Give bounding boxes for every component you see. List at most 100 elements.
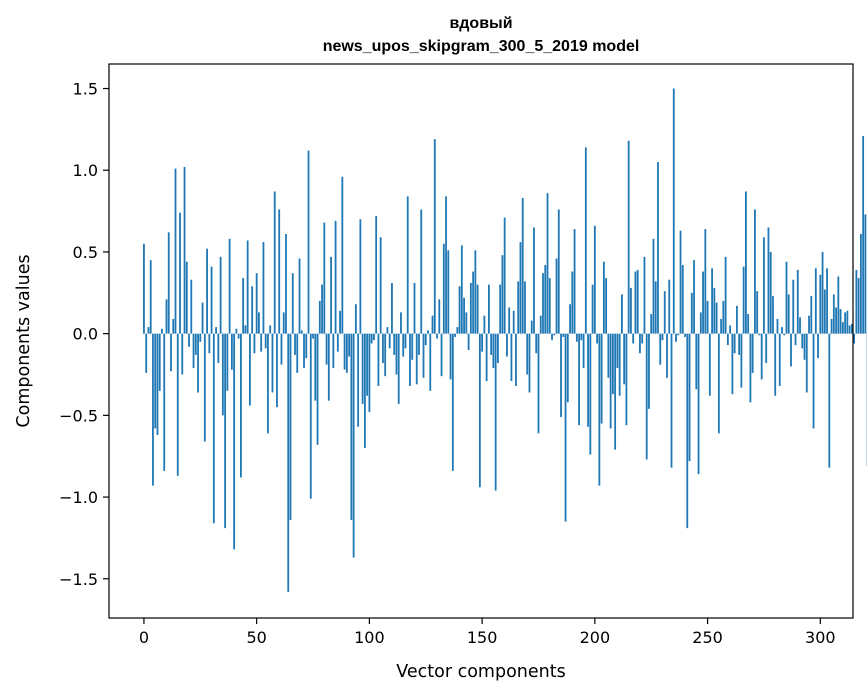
bar xyxy=(219,256,222,334)
bar xyxy=(440,333,443,377)
bar xyxy=(451,333,454,471)
bar xyxy=(787,294,790,334)
bar xyxy=(745,191,747,334)
y-tick-label: 0.5 xyxy=(73,243,98,262)
bar xyxy=(244,325,247,334)
y-axis-ticks: −1.5 −1.0 −0.5 0.0 0.5 1.0 1.5 xyxy=(59,80,109,589)
bar xyxy=(566,333,569,403)
bar xyxy=(147,327,150,334)
bar xyxy=(503,217,506,334)
bar xyxy=(411,333,414,360)
bar xyxy=(154,333,157,429)
bar xyxy=(208,333,211,354)
bar xyxy=(350,333,353,520)
bar xyxy=(611,333,614,395)
bar xyxy=(156,333,159,435)
bar xyxy=(751,333,754,373)
bar xyxy=(724,256,727,334)
bar xyxy=(379,237,382,334)
bar xyxy=(713,287,716,334)
bar xyxy=(747,314,750,334)
bar xyxy=(172,318,175,334)
bar xyxy=(174,168,177,334)
bar xyxy=(413,282,416,334)
bar xyxy=(305,333,308,359)
bar xyxy=(391,282,393,334)
bar xyxy=(591,284,594,334)
bar xyxy=(521,198,524,334)
bar xyxy=(555,258,558,334)
bar xyxy=(652,238,655,334)
bar xyxy=(321,284,323,334)
bar xyxy=(805,333,808,393)
bar xyxy=(402,333,405,357)
bar xyxy=(309,333,312,499)
bar xyxy=(575,333,578,342)
bar xyxy=(497,333,499,364)
bar xyxy=(361,333,364,404)
bar xyxy=(817,333,819,359)
bar xyxy=(375,215,378,334)
bar xyxy=(781,327,783,334)
bar xyxy=(366,333,369,396)
bar xyxy=(688,333,691,462)
bar xyxy=(663,291,666,334)
bar xyxy=(742,266,745,334)
bar xyxy=(776,318,779,334)
bar xyxy=(726,333,729,346)
bar xyxy=(702,271,704,334)
bar xyxy=(149,260,152,334)
bar xyxy=(377,333,380,386)
bar xyxy=(163,333,166,471)
bar xyxy=(271,333,274,393)
bar xyxy=(715,302,718,334)
bar xyxy=(197,333,199,393)
x-axis-ticks: 0 50 100 150 200 250 300 xyxy=(139,618,836,647)
bar xyxy=(246,240,249,334)
bar xyxy=(756,291,759,334)
bar xyxy=(526,333,529,375)
bar xyxy=(706,300,709,334)
bar xyxy=(393,333,396,355)
bar xyxy=(226,333,229,391)
bar xyxy=(510,333,513,382)
bar xyxy=(239,333,242,478)
bar xyxy=(740,333,743,388)
bar xyxy=(433,139,436,334)
bar xyxy=(609,333,612,429)
y-axis-label: Components values xyxy=(14,254,34,427)
bar xyxy=(738,333,741,355)
bar xyxy=(303,333,305,368)
bar xyxy=(569,304,571,334)
y-tick-label: −1.0 xyxy=(59,488,98,507)
bar xyxy=(837,276,840,334)
bar xyxy=(345,333,348,373)
bar xyxy=(176,333,179,476)
bar xyxy=(348,333,351,357)
bar xyxy=(760,333,763,380)
bar xyxy=(161,328,163,334)
bar xyxy=(352,333,355,558)
bar xyxy=(598,333,601,486)
bar xyxy=(264,333,267,349)
bar xyxy=(474,250,477,334)
bar xyxy=(571,271,574,334)
bar xyxy=(181,333,184,375)
x-tick-label: 50 xyxy=(246,628,266,647)
bar xyxy=(602,261,605,334)
bar xyxy=(539,315,542,334)
bar xyxy=(846,310,849,334)
bar xyxy=(289,333,292,520)
bar xyxy=(388,333,391,349)
bar xyxy=(848,325,851,334)
bar xyxy=(621,294,623,334)
bar xyxy=(697,333,700,475)
bar xyxy=(215,327,217,334)
bar xyxy=(839,309,842,334)
bar xyxy=(194,333,197,355)
bar xyxy=(582,333,585,368)
x-tick-label: 0 xyxy=(139,628,149,647)
bar xyxy=(152,333,154,486)
bar xyxy=(296,333,299,373)
bar xyxy=(143,243,145,334)
